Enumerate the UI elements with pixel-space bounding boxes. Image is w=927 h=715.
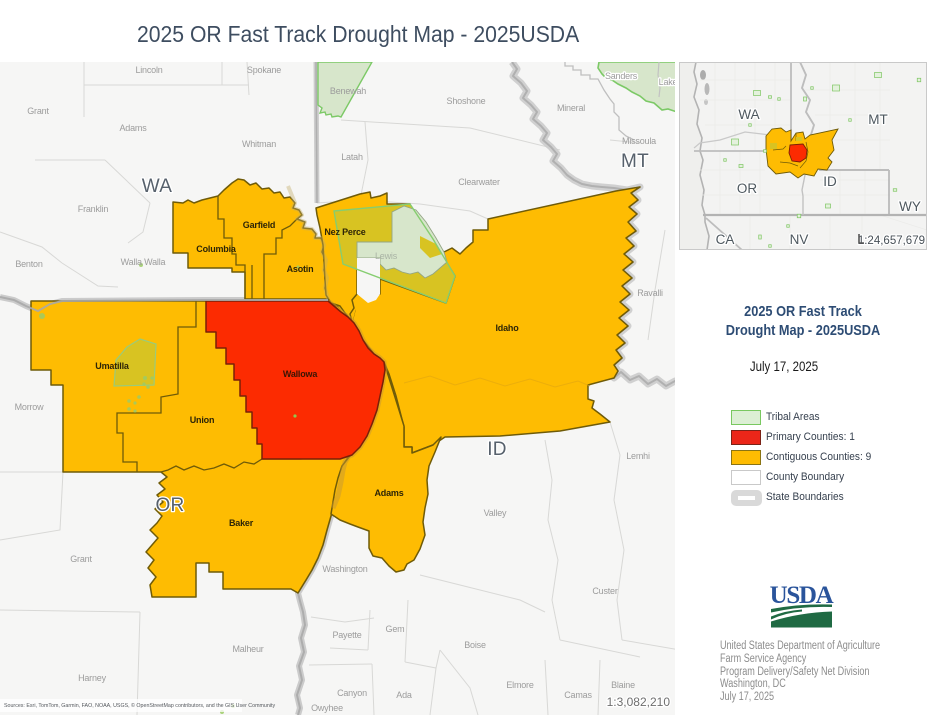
svg-text:Columbia: Columbia	[196, 244, 237, 254]
svg-text:Malheur: Malheur	[232, 644, 263, 654]
svg-text:Camas: Camas	[564, 690, 592, 700]
svg-text:WA: WA	[142, 176, 173, 197]
svg-text:Adams: Adams	[119, 123, 147, 133]
svg-text:OR: OR	[155, 495, 184, 516]
svg-text:WY: WY	[899, 199, 921, 214]
svg-text:Lemhi: Lemhi	[626, 451, 650, 461]
svg-text:Gem: Gem	[386, 624, 405, 634]
svg-text:Walla Walla: Walla Walla	[121, 257, 166, 267]
svg-text:Sources: Esri, TomTom, Garmin,: Sources: Esri, TomTom, Garmin, FAO, NOAA…	[4, 702, 275, 709]
svg-text:Adams: Adams	[374, 488, 403, 498]
svg-text:Lincoln: Lincoln	[135, 65, 162, 75]
svg-text:1:24,657,679: 1:24,657,679	[858, 235, 925, 247]
svg-text:OR: OR	[737, 181, 758, 196]
svg-text:CA: CA	[716, 232, 735, 247]
svg-text:Shoshone: Shoshone	[447, 96, 486, 106]
svg-text:Payette: Payette	[332, 630, 361, 640]
svg-text:Sanders: Sanders	[605, 71, 638, 81]
svg-text:Grant: Grant	[27, 106, 49, 116]
svg-text:Clearwater: Clearwater	[458, 177, 500, 187]
svg-text:Baker: Baker	[229, 518, 254, 528]
svg-text:Asotin: Asotin	[287, 264, 314, 274]
svg-text:Benewah: Benewah	[330, 86, 366, 96]
svg-text:Lake: Lake	[659, 77, 678, 87]
svg-text:Wallowa: Wallowa	[283, 369, 318, 379]
svg-text:Spokane: Spokane	[247, 65, 281, 75]
svg-text:Owyhee: Owyhee	[311, 703, 343, 713]
svg-text:Garfield: Garfield	[243, 220, 275, 230]
svg-text:Valley: Valley	[484, 508, 507, 518]
svg-text:MT: MT	[868, 112, 888, 127]
svg-text:Morrow: Morrow	[15, 402, 45, 412]
svg-text:Umatilla: Umatilla	[95, 361, 130, 371]
svg-text:Elmore: Elmore	[506, 680, 534, 690]
svg-text:Ravalli: Ravalli	[637, 288, 663, 298]
svg-text:1:3,082,210: 1:3,082,210	[607, 695, 671, 709]
svg-text:ID: ID	[487, 439, 507, 460]
svg-text:Grant: Grant	[70, 554, 92, 564]
svg-text:Washington: Washington	[322, 564, 367, 574]
svg-text:Canyon: Canyon	[337, 688, 367, 698]
svg-text:Harney: Harney	[78, 673, 107, 683]
svg-text:Idaho: Idaho	[496, 323, 520, 333]
svg-text:Ada: Ada	[396, 690, 412, 700]
svg-text:Custer: Custer	[592, 586, 618, 596]
svg-text:MT: MT	[621, 151, 649, 172]
svg-text:NV: NV	[790, 232, 809, 247]
svg-text:Blaine: Blaine	[611, 680, 635, 690]
svg-text:Whitman: Whitman	[242, 139, 276, 149]
svg-text:Missoula: Missoula	[622, 136, 656, 146]
svg-text:Franklin: Franklin	[78, 204, 109, 214]
svg-text:Latah: Latah	[341, 152, 363, 162]
svg-text:Boise: Boise	[464, 640, 486, 650]
svg-text:Lewis: Lewis	[375, 251, 398, 261]
svg-text:Benton: Benton	[15, 259, 43, 269]
svg-text:Mineral: Mineral	[557, 103, 585, 113]
svg-text:Nez Perce: Nez Perce	[324, 227, 365, 237]
svg-text:WA: WA	[738, 107, 759, 122]
svg-text:ID: ID	[823, 174, 837, 189]
svg-text:Union: Union	[190, 415, 215, 425]
